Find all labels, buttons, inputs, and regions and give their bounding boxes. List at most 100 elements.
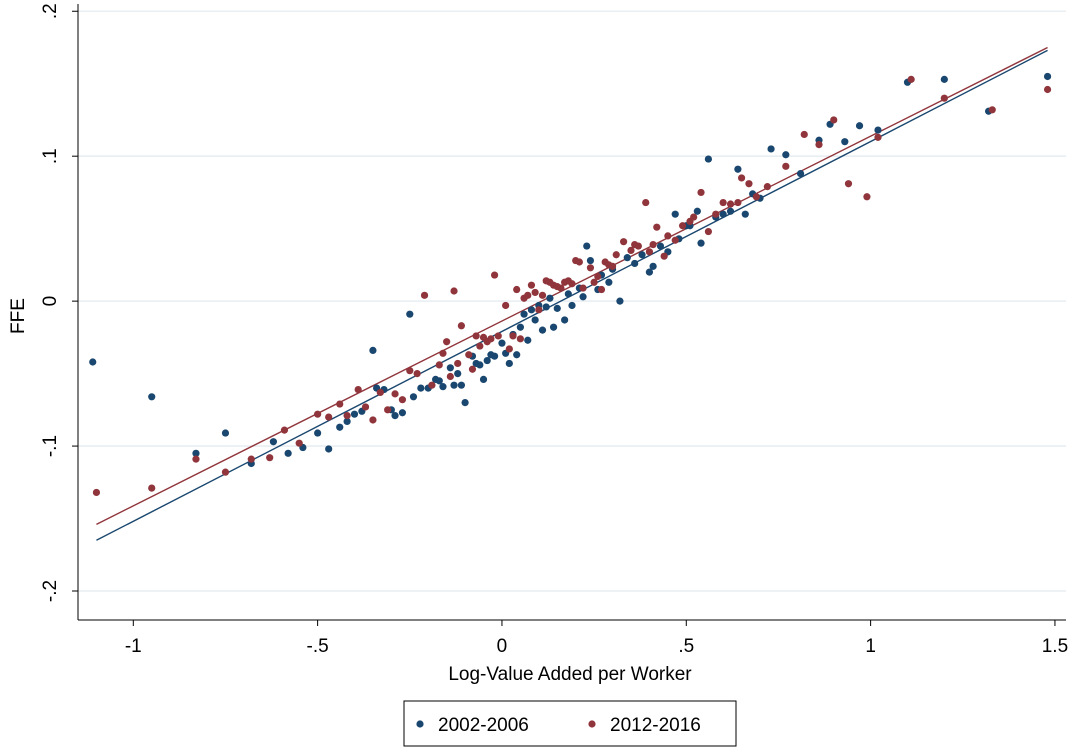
data-point [457, 381, 466, 389]
data-point [420, 291, 429, 299]
data-point [638, 251, 646, 259]
data-point [627, 246, 635, 254]
data-point [413, 370, 421, 378]
data-point [678, 222, 687, 230]
data-point [325, 413, 333, 421]
data-point [737, 174, 746, 182]
legend-marker [588, 720, 596, 728]
data-point [734, 165, 742, 173]
data-point [490, 271, 499, 279]
data-point [649, 241, 657, 249]
data-point [314, 429, 322, 437]
data-point [221, 429, 230, 437]
data-point [439, 349, 447, 357]
data-point [457, 322, 466, 330]
data-point [498, 339, 506, 347]
data-point [704, 155, 713, 163]
data-point [590, 278, 598, 286]
data-point [616, 297, 624, 305]
data-point [443, 338, 451, 346]
x-tick-label: 1.5 [1042, 636, 1068, 657]
data-point [553, 304, 561, 312]
data-point [579, 284, 587, 292]
data-point [531, 316, 539, 324]
x-axis-label: Log-Value Added per Worker [448, 664, 692, 685]
legend-label: 2002-2006 [438, 715, 529, 736]
data-point [509, 332, 517, 340]
data-point [417, 384, 425, 392]
data-point [907, 75, 915, 83]
data-point [863, 193, 871, 201]
data-point [520, 310, 528, 318]
data-point [564, 290, 572, 298]
data-point [439, 383, 447, 391]
data-point [645, 268, 654, 276]
y-tick-label: 0 [40, 296, 61, 307]
data-point [726, 207, 735, 215]
data-point [406, 310, 414, 318]
data-point [608, 262, 617, 270]
data-point [568, 280, 576, 288]
data-point [704, 227, 713, 236]
data-point [487, 335, 495, 343]
data-point [461, 398, 469, 407]
data-point [726, 200, 735, 208]
data-point [369, 346, 377, 355]
data-point [538, 291, 547, 299]
data-points [89, 72, 1052, 497]
data-point [505, 345, 513, 353]
data-point [844, 180, 853, 188]
data-point [815, 140, 823, 149]
data-point [369, 416, 377, 424]
data-point [631, 259, 639, 268]
data-point [89, 358, 97, 366]
legend-marker [416, 720, 424, 728]
data-point [314, 410, 322, 418]
data-point [354, 385, 362, 394]
data-point [712, 210, 720, 218]
data-point [446, 364, 454, 372]
data-point [763, 183, 771, 191]
data-point [343, 412, 351, 420]
data-point [336, 423, 344, 431]
data-point [782, 151, 790, 159]
data-point [450, 381, 458, 389]
data-point [435, 361, 443, 369]
data-point [391, 412, 399, 420]
data-point [874, 126, 882, 134]
gridlines [78, 10, 1066, 592]
data-point [653, 223, 661, 231]
data-point [719, 210, 727, 218]
data-point [527, 306, 536, 314]
data-point [269, 438, 277, 446]
data-point [343, 417, 351, 426]
data-point [767, 145, 775, 153]
data-point [513, 285, 521, 294]
data-point [247, 455, 255, 463]
data-point [579, 293, 587, 301]
data-point [734, 198, 742, 207]
data-point [450, 287, 458, 295]
data-point [656, 242, 665, 250]
data-point [620, 238, 628, 246]
data-point [642, 198, 650, 207]
data-point [597, 285, 606, 294]
data-point [830, 116, 838, 124]
data-point [697, 239, 705, 247]
data-point [583, 242, 591, 250]
data-point [800, 130, 808, 139]
data-point [940, 75, 948, 83]
data-point [796, 169, 805, 178]
data-point [454, 370, 462, 378]
data-point [465, 351, 473, 359]
legend-label: 2012-2016 [610, 715, 701, 736]
data-point [561, 316, 569, 324]
data-point [660, 252, 668, 260]
data-point [634, 242, 642, 250]
data-point [988, 106, 996, 114]
data-point [454, 359, 462, 368]
x-tick-label: 1 [865, 636, 876, 657]
data-point [398, 396, 407, 404]
